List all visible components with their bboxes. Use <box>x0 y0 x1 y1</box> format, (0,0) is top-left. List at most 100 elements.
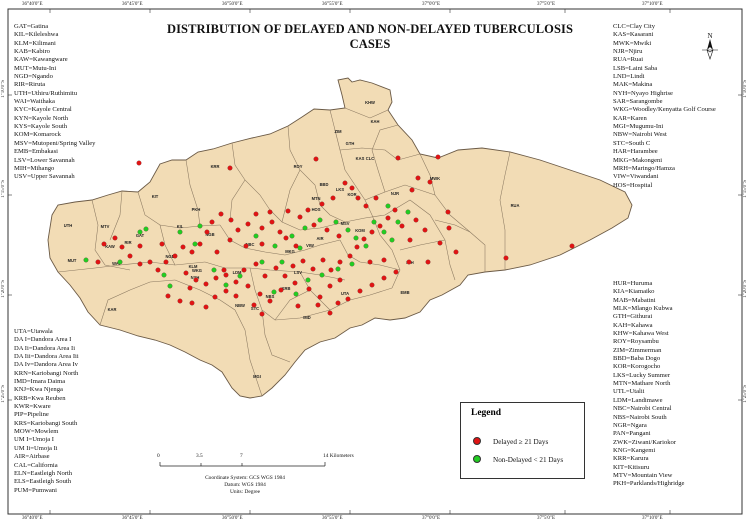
delayed-case-point <box>172 253 178 259</box>
delayed-case-point <box>354 244 360 250</box>
abbreviation-entry: KRR=Karura <box>613 455 649 463</box>
ward-label-imd: IMD <box>303 315 311 320</box>
non-delayed-case-point <box>197 223 203 229</box>
delayed-case-point <box>306 286 312 292</box>
longitude-tick-label: 37°0'0"E <box>422 2 440 7</box>
delayed-case-point <box>223 288 229 294</box>
abbreviation-entry: MOW=Mowlem <box>14 428 59 436</box>
abbreviation-entry: MLK=Mlango Kubwa <box>613 305 673 313</box>
abbreviation-entry: SAR=Sarangombe <box>613 98 663 106</box>
delayed-case-point <box>273 265 279 271</box>
delayed-case-point <box>243 243 249 249</box>
delayed-case-point <box>367 259 373 265</box>
latitude-tick-label: 1°25'0"S <box>1 385 6 403</box>
abbreviation-entry: WAI=Waithaka <box>14 98 55 106</box>
ward-label-klm: KLM <box>189 264 198 269</box>
delayed-case-point <box>212 294 218 300</box>
delayed-case-point <box>327 283 333 289</box>
delayed-case-point <box>335 300 341 306</box>
non-delayed-case-point <box>272 243 278 249</box>
abbreviation-entry: NBW=Nairobi West <box>613 131 667 139</box>
ward-label-ngd: NGD <box>165 254 174 259</box>
ward-label-ngb: NGB <box>205 232 214 237</box>
delayed-case-point <box>187 285 193 291</box>
abbreviation-entry: ELN=Eastleigh North <box>14 469 73 477</box>
delayed-case-point <box>422 227 428 233</box>
non-delayed-case-point <box>305 277 311 283</box>
latitude-tick-label: 1°10'0"S <box>743 80 748 98</box>
non-delayed-case-point <box>279 259 285 265</box>
non-delayed-case-point <box>137 229 143 235</box>
delayed-case-point <box>328 267 334 273</box>
longitude-tick-label: 36°40'0"E <box>22 2 43 7</box>
ward-label-zim: ZIM <box>334 129 342 134</box>
abbreviation-entry: STC=South C <box>613 139 651 147</box>
non-delayed-case-point <box>385 203 391 209</box>
scale-tick-1: 3.5 <box>196 453 203 459</box>
delayed-case-point <box>165 293 171 299</box>
latitude-tick-label: 1°15'0"S <box>1 180 6 198</box>
scale-tick-0: 0 <box>157 453 160 459</box>
abbreviation-entry: KAR=Karen <box>613 114 647 122</box>
legend-label-non-delayed: Non-Delayed < 21 Days <box>493 456 564 464</box>
delayed-case-point <box>395 155 401 161</box>
delayed-case-point <box>409 187 415 193</box>
delayed-case-point <box>361 236 367 242</box>
non-delayed-case-point <box>302 225 308 231</box>
abbreviation-entry: KYS=Kayole South <box>14 123 67 131</box>
ward-label-uth: UTH <box>64 223 72 228</box>
delayed-case-point <box>180 244 186 250</box>
abbreviation-entry: KIL=Kileleshwa <box>14 31 59 39</box>
abbreviation-entry: KYC=Kayole Central <box>14 106 72 114</box>
delayed-case-point <box>415 175 421 181</box>
abbreviation-entry: MAB=Mabatini <box>613 296 656 304</box>
delayed-case-point <box>235 227 241 233</box>
abbreviation-entry: MSV=Mutopeni/Spring Valley <box>14 139 96 147</box>
abbreviation-entry: PUM=Pumwani <box>14 486 57 494</box>
abbreviation-entry: UM I=Umoja I <box>14 436 54 444</box>
datum: Datum: WGS 1984 <box>224 482 266 488</box>
delayed-case-point <box>197 241 203 247</box>
delayed-case-point <box>319 201 325 207</box>
delayed-case-point <box>101 241 107 247</box>
ward-label-emb: EMB <box>400 290 409 295</box>
longitude-tick-label: 37°0'0"E <box>422 516 440 521</box>
delayed-case-point <box>259 225 265 231</box>
non-delayed-case-point <box>297 245 303 251</box>
delayed-case-point <box>233 279 239 285</box>
delayed-case-point <box>330 195 336 201</box>
non-delayed-case-point <box>335 266 341 272</box>
abbreviation-entry: DA Iii=Dandora Area Iii <box>14 353 79 361</box>
abbreviation-entry: NGD=Ngando <box>14 73 53 81</box>
abbreviation-entry: MGI=Mugumu-Ini <box>613 123 664 131</box>
abbreviation-entry: KAS=Kasarani <box>613 31 654 39</box>
abbreviation-entry: KAH=Kahawa <box>613 321 653 329</box>
delayed-case-point <box>345 296 351 302</box>
longitude-tick-label: 36°50'0"E <box>222 2 243 7</box>
legend-item-non-delayed: Non-Delayed < 21 Days <box>473 455 563 464</box>
abbreviation-entry: KHW=Kahawa West <box>613 330 669 338</box>
delayed-case-point <box>392 207 398 213</box>
non-delayed-case-point <box>349 261 355 267</box>
delayed-case-point <box>315 302 321 308</box>
case-points <box>83 154 575 317</box>
abbreviation-entry: PAN=Pangani <box>613 430 651 438</box>
ward-label-rua: RUA <box>511 203 520 208</box>
ward-label-bbd: BBD <box>320 182 329 187</box>
delayed-case-point <box>285 208 291 214</box>
delayed-case-point <box>177 298 183 304</box>
ward-label-mtv: MTV <box>101 224 110 229</box>
abbreviation-entry: KIT=Kitisuru <box>613 463 650 471</box>
delayed-case-point <box>385 215 391 221</box>
scale-tick-3: 14 Kilometers <box>323 453 354 459</box>
ward-label-kaw: KAW <box>105 244 115 249</box>
delayed-case-point <box>259 241 265 247</box>
delayed-case-point <box>209 219 215 225</box>
ward-label-kit: KIT <box>152 194 159 199</box>
ward-label-mut: MUT <box>68 258 77 263</box>
non-delayed-case-point <box>259 259 265 265</box>
delayed-case-point <box>293 243 299 249</box>
delayed-case-point <box>127 253 133 259</box>
non-delayed-case-point <box>389 237 395 243</box>
